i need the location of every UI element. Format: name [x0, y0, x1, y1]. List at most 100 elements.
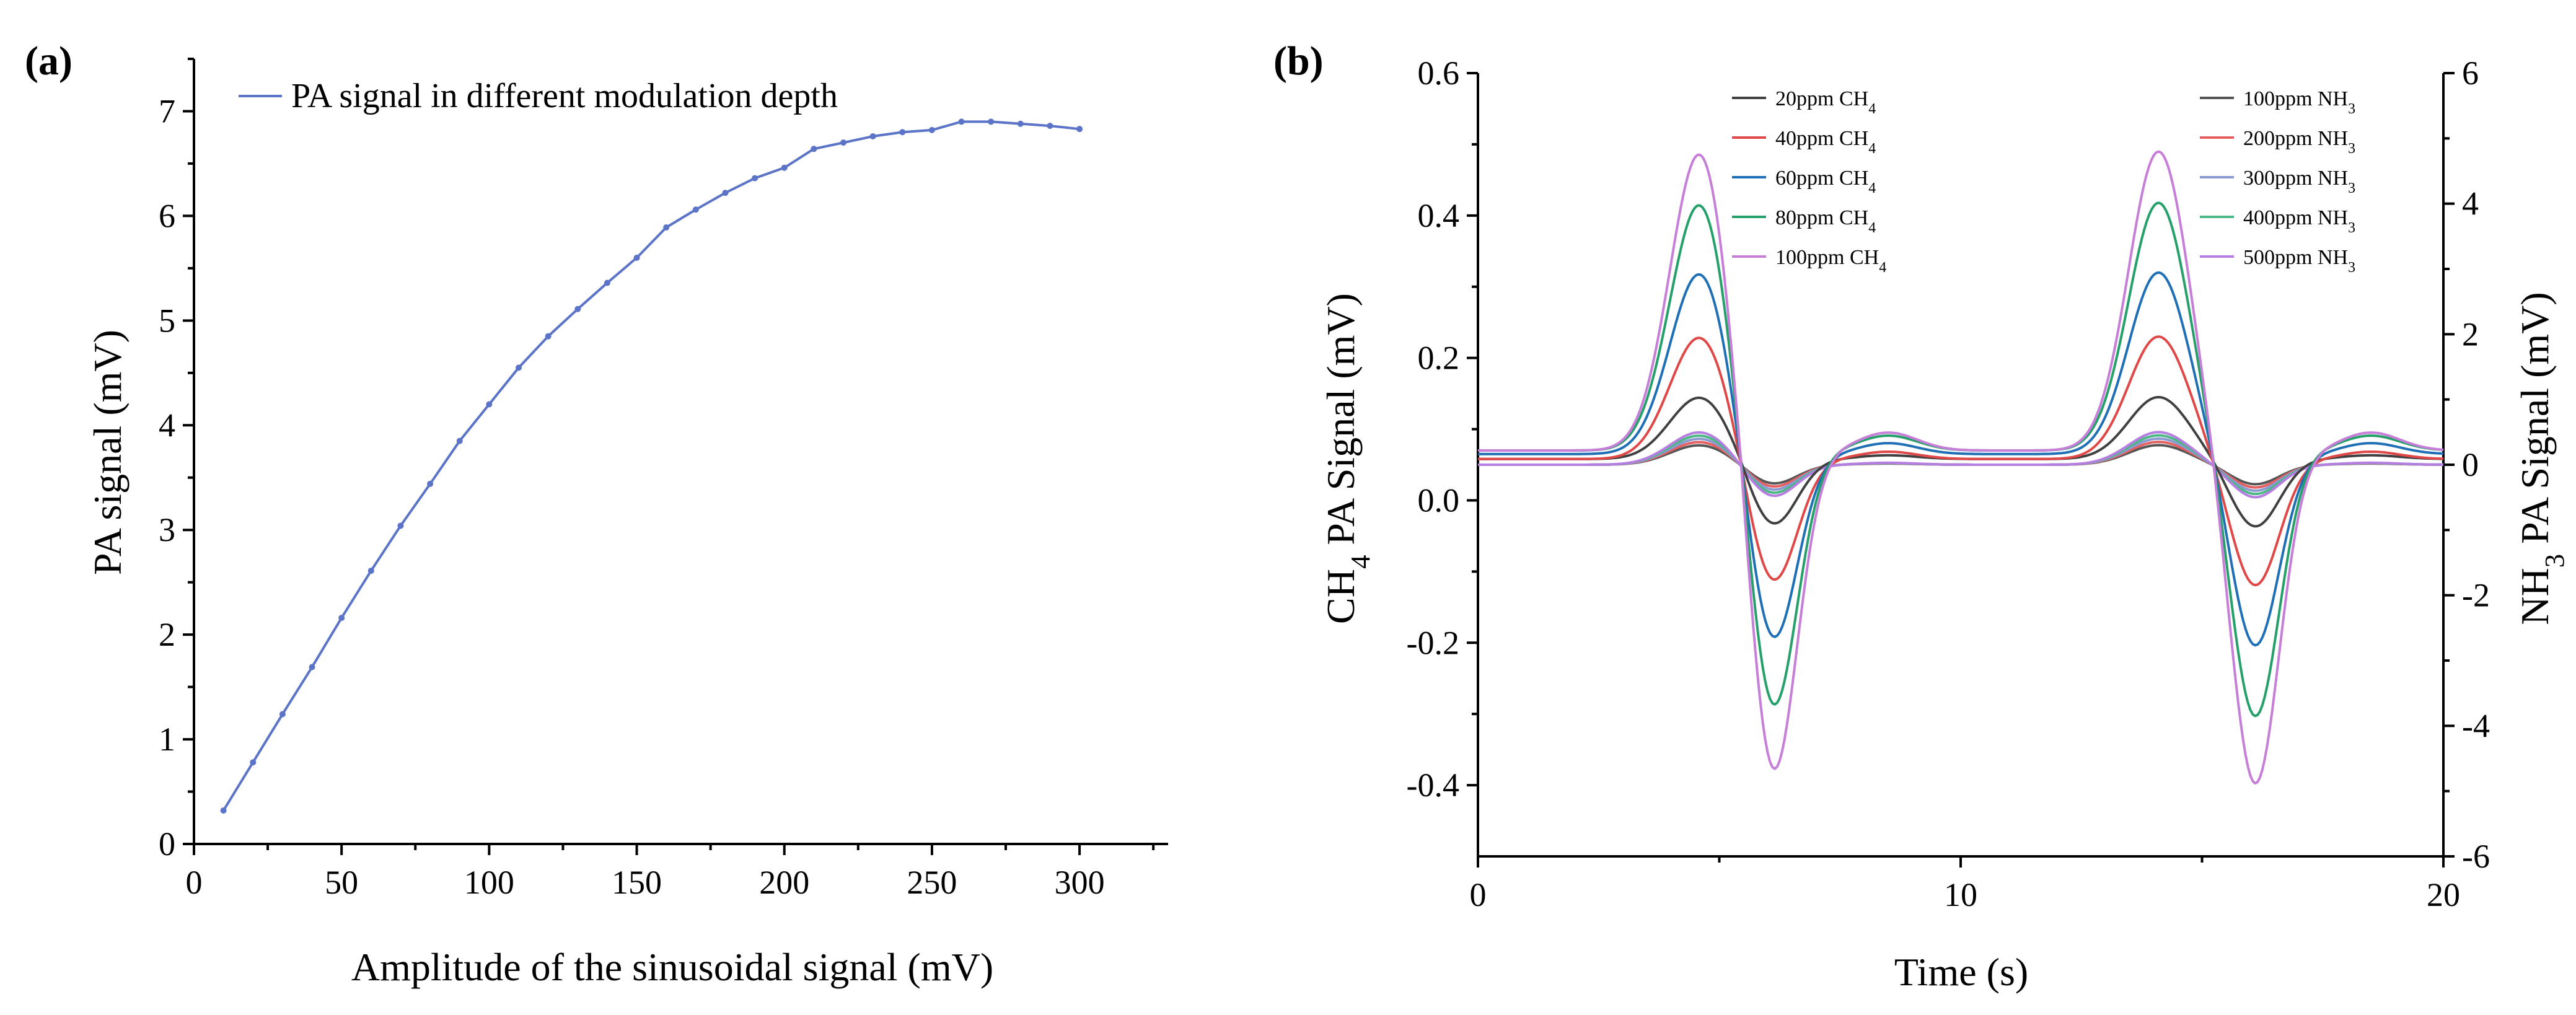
- subscript: 3: [2348, 180, 2355, 196]
- subscript: 3: [2539, 554, 2570, 568]
- x-tick-label-b: 20: [2427, 876, 2460, 913]
- data-point-a: [574, 305, 581, 312]
- legend-label-b: 400ppm NH3: [2243, 206, 2355, 236]
- data-point-a: [279, 711, 286, 718]
- subscript: 4: [1868, 180, 1876, 196]
- panel-label-a: (a): [25, 38, 73, 84]
- legend-label-b: 300ppm NH3: [2243, 167, 2355, 196]
- legend-label-b: 200ppm NH3: [2243, 127, 2355, 157]
- legend-label-b: 40ppm CH4: [1775, 127, 1876, 157]
- text-part: CH: [1319, 569, 1363, 624]
- data-point-a: [604, 279, 610, 286]
- y2-tick-label-b: 4: [2462, 185, 2479, 222]
- x-tick-label-a: 300: [1055, 864, 1105, 901]
- legend-label-b: 500ppm NH3: [2243, 246, 2355, 276]
- text-part: 100ppm CH: [1775, 246, 1879, 269]
- text-part: 400ppm NH: [2243, 206, 2348, 229]
- subscript: 3: [2348, 101, 2355, 117]
- series-b: [1478, 150, 2444, 785]
- legend-a: PA signal in different modulation depth: [239, 77, 838, 115]
- data-point-a: [958, 118, 965, 125]
- y2-tick-label-b: 6: [2462, 55, 2479, 92]
- text-part: 60ppm CH: [1775, 167, 1868, 190]
- data-point-a: [899, 129, 906, 136]
- legend-label-b: 20ppm CH4: [1775, 87, 1876, 117]
- y-tick-label-a: 1: [159, 721, 175, 758]
- text-part: 200ppm NH: [2243, 127, 2348, 150]
- y-tick-label-b: 0.0: [1418, 481, 1460, 519]
- data-point-a: [781, 164, 788, 171]
- y-tick-label-a: 4: [159, 406, 175, 444]
- y-tick-label-a: 0: [159, 825, 175, 863]
- data-point-a: [250, 759, 257, 766]
- y2-tick-label-b: 0: [2462, 446, 2479, 483]
- data-point-a: [692, 206, 699, 213]
- subscript: 4: [1879, 260, 1886, 276]
- subscript: 3: [2348, 141, 2355, 157]
- series-line-b: [1478, 150, 2444, 785]
- data-point-a: [811, 146, 817, 152]
- y2-tick-label-b: -4: [2462, 707, 2490, 744]
- text-part: 500ppm NH: [2243, 246, 2348, 269]
- x-axis-title-b: Time (s): [1894, 950, 2028, 994]
- y-tick-label-b: 0.4: [1418, 197, 1460, 234]
- data-point-a: [486, 401, 493, 408]
- y2-tick-label-b: -6: [2462, 838, 2490, 875]
- data-point-a: [869, 133, 876, 140]
- x-axis-title-a: Amplitude of the sinusoidal signal (mV): [351, 945, 993, 989]
- y-tick-label-b: -0.2: [1407, 624, 1459, 661]
- data-point-a: [427, 480, 434, 487]
- x-tick-label-a: 250: [907, 864, 957, 901]
- legend-label-b: 100ppm CH4: [1775, 246, 1886, 276]
- subscript: 4: [1345, 555, 1376, 569]
- text-part: 300ppm NH: [2243, 167, 2348, 190]
- text-part: 80ppm CH: [1775, 206, 1868, 229]
- data-point-a: [663, 224, 670, 231]
- y-tick-label-a: 7: [159, 92, 175, 130]
- data-point-a: [840, 139, 846, 146]
- x-tick-label-a: 50: [325, 864, 358, 901]
- data-point-a: [545, 333, 552, 340]
- x-tick-label-a: 200: [759, 864, 809, 901]
- legend-label-b: 60ppm CH4: [1775, 167, 1876, 196]
- data-point-a: [456, 437, 463, 444]
- data-point-a: [367, 568, 374, 574]
- x-tick-label-a: 0: [186, 864, 203, 901]
- data-point-a: [397, 522, 404, 529]
- legend-label-b: 100ppm NH3: [2243, 87, 2355, 117]
- y-tick-label-a: 6: [159, 197, 175, 234]
- legend-label-a: PA signal in different modulation depth: [291, 77, 838, 115]
- data-point-a: [220, 807, 227, 814]
- y-tick-label-a: 5: [159, 302, 175, 339]
- text-part: 100ppm NH: [2243, 87, 2348, 110]
- data-point-a: [633, 254, 640, 261]
- subscript: 3: [2348, 260, 2355, 276]
- chart-panel-a: (a) 0 1 2 3 4 5 6 7 0 50 100 150 200 250 300 PA signal…: [25, 38, 1168, 989]
- data-point-a: [752, 175, 758, 182]
- text-part: PA Signal (mV): [1319, 293, 1363, 555]
- subscript: 4: [1868, 220, 1876, 236]
- subscript: 4: [1868, 101, 1876, 117]
- y-tick-label-b: 0.2: [1418, 340, 1460, 377]
- y-tick-label-b: 0.6: [1418, 55, 1460, 92]
- data-point-a: [309, 664, 315, 670]
- text-part: 40ppm CH: [1775, 127, 1868, 150]
- y2-tick-label-b: -2: [2462, 577, 2490, 614]
- x-tick-label-b: 0: [1470, 876, 1487, 913]
- text-part: NH: [2513, 568, 2557, 625]
- data-point-a: [338, 615, 345, 622]
- series-line-b: [1478, 431, 2444, 499]
- subscript: 3: [2348, 220, 2355, 236]
- data-point-a: [1017, 120, 1024, 127]
- y-axis-title-a: PA signal (mV): [86, 330, 130, 575]
- y-axis-title-b: CH4 PA Signal (mV): [1319, 293, 1376, 624]
- series-line-b: [1478, 335, 2444, 587]
- x-tick-label-a: 150: [612, 864, 662, 901]
- text-part: 20ppm CH: [1775, 87, 1868, 110]
- panel-label-b: (b): [1273, 38, 1324, 84]
- data-point-a: [722, 190, 729, 196]
- data-point-a: [1076, 126, 1083, 133]
